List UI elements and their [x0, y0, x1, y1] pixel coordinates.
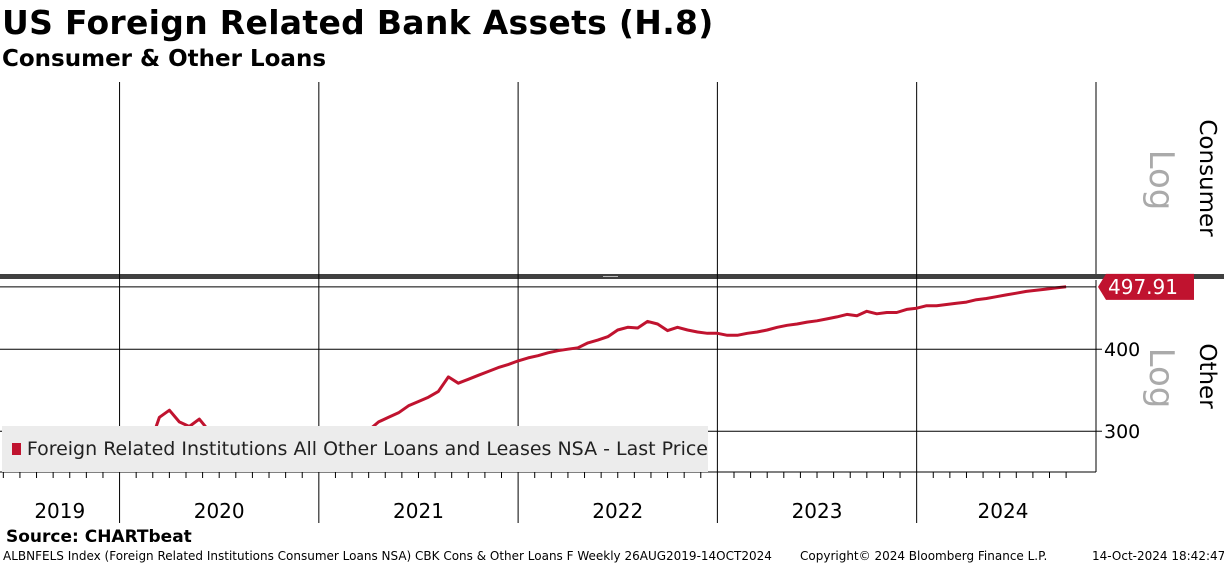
- y-axis: 300 400: [1096, 339, 1140, 443]
- legend-swatch: [12, 443, 21, 455]
- footer-copyright: Copyright© 2024 Bloomberg Finance L.P.: [800, 549, 1048, 563]
- x-tick-label: 2024: [978, 499, 1029, 523]
- x-tick-label: 2019: [34, 499, 85, 523]
- chart-title: US Foreign Related Bank Assets (H.8): [2, 3, 714, 42]
- chart-subtitle: Consumer & Other Loans: [2, 46, 327, 72]
- x-tick-label: 2020: [194, 499, 245, 523]
- y-tick-label: 400: [1104, 339, 1140, 361]
- horizontal-grid: [0, 348, 1096, 432]
- legend: Foreign Related Institutions All Other L…: [2, 426, 708, 472]
- x-tick-label: 2021: [393, 499, 444, 523]
- source-label: Source: CHARTbeat: [6, 527, 192, 547]
- consumer-panel-label: Consumer: [1194, 119, 1220, 237]
- x-tick-label: 2022: [592, 499, 643, 523]
- other-log-label: Log: [1141, 348, 1181, 409]
- last-price-box: [1098, 273, 1194, 300]
- y-tick-label: 300: [1104, 421, 1140, 443]
- x-axis: 2019 2020 2021 2022 2023 2024: [0, 471, 1096, 523]
- legend-label: Foreign Related Institutions All Other L…: [26, 438, 708, 460]
- last-price-value: 497.91: [1108, 275, 1178, 299]
- footer-index-description: ALBNFELS Index (Foreign Related Institut…: [3, 549, 772, 563]
- other-panel-label: Other: [1194, 343, 1220, 409]
- consumer-log-label: Log: [1141, 150, 1181, 211]
- x-tick-label: 2023: [792, 499, 843, 523]
- footer-timestamp: 14-Oct-2024 18:42:47: [1092, 549, 1224, 563]
- last-price-tag: 497.91: [0, 273, 1194, 300]
- consumer-panel: Consumer Log: [1095, 82, 1220, 276]
